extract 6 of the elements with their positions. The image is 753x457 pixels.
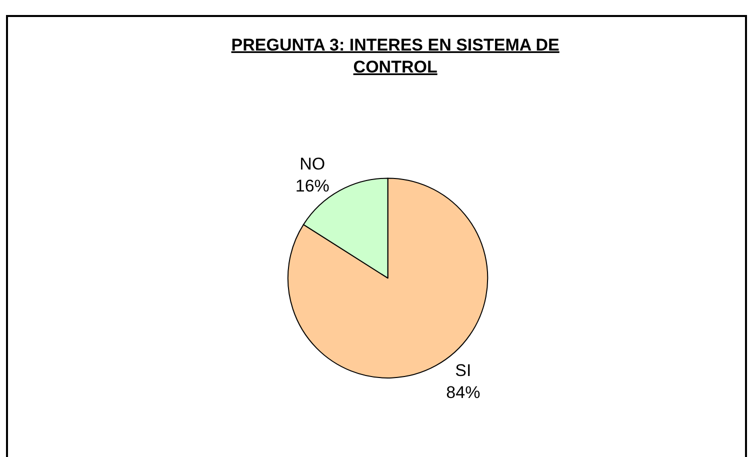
chart-title: PREGUNTA 3: INTERES EN SISTEMA DE CONTROL	[231, 35, 560, 76]
data-label: 16%	[295, 176, 330, 196]
data-label: 84%	[446, 382, 480, 402]
slice-label: SI	[455, 360, 472, 380]
pie-slice	[288, 178, 488, 378]
slice-label: NO	[300, 154, 326, 174]
